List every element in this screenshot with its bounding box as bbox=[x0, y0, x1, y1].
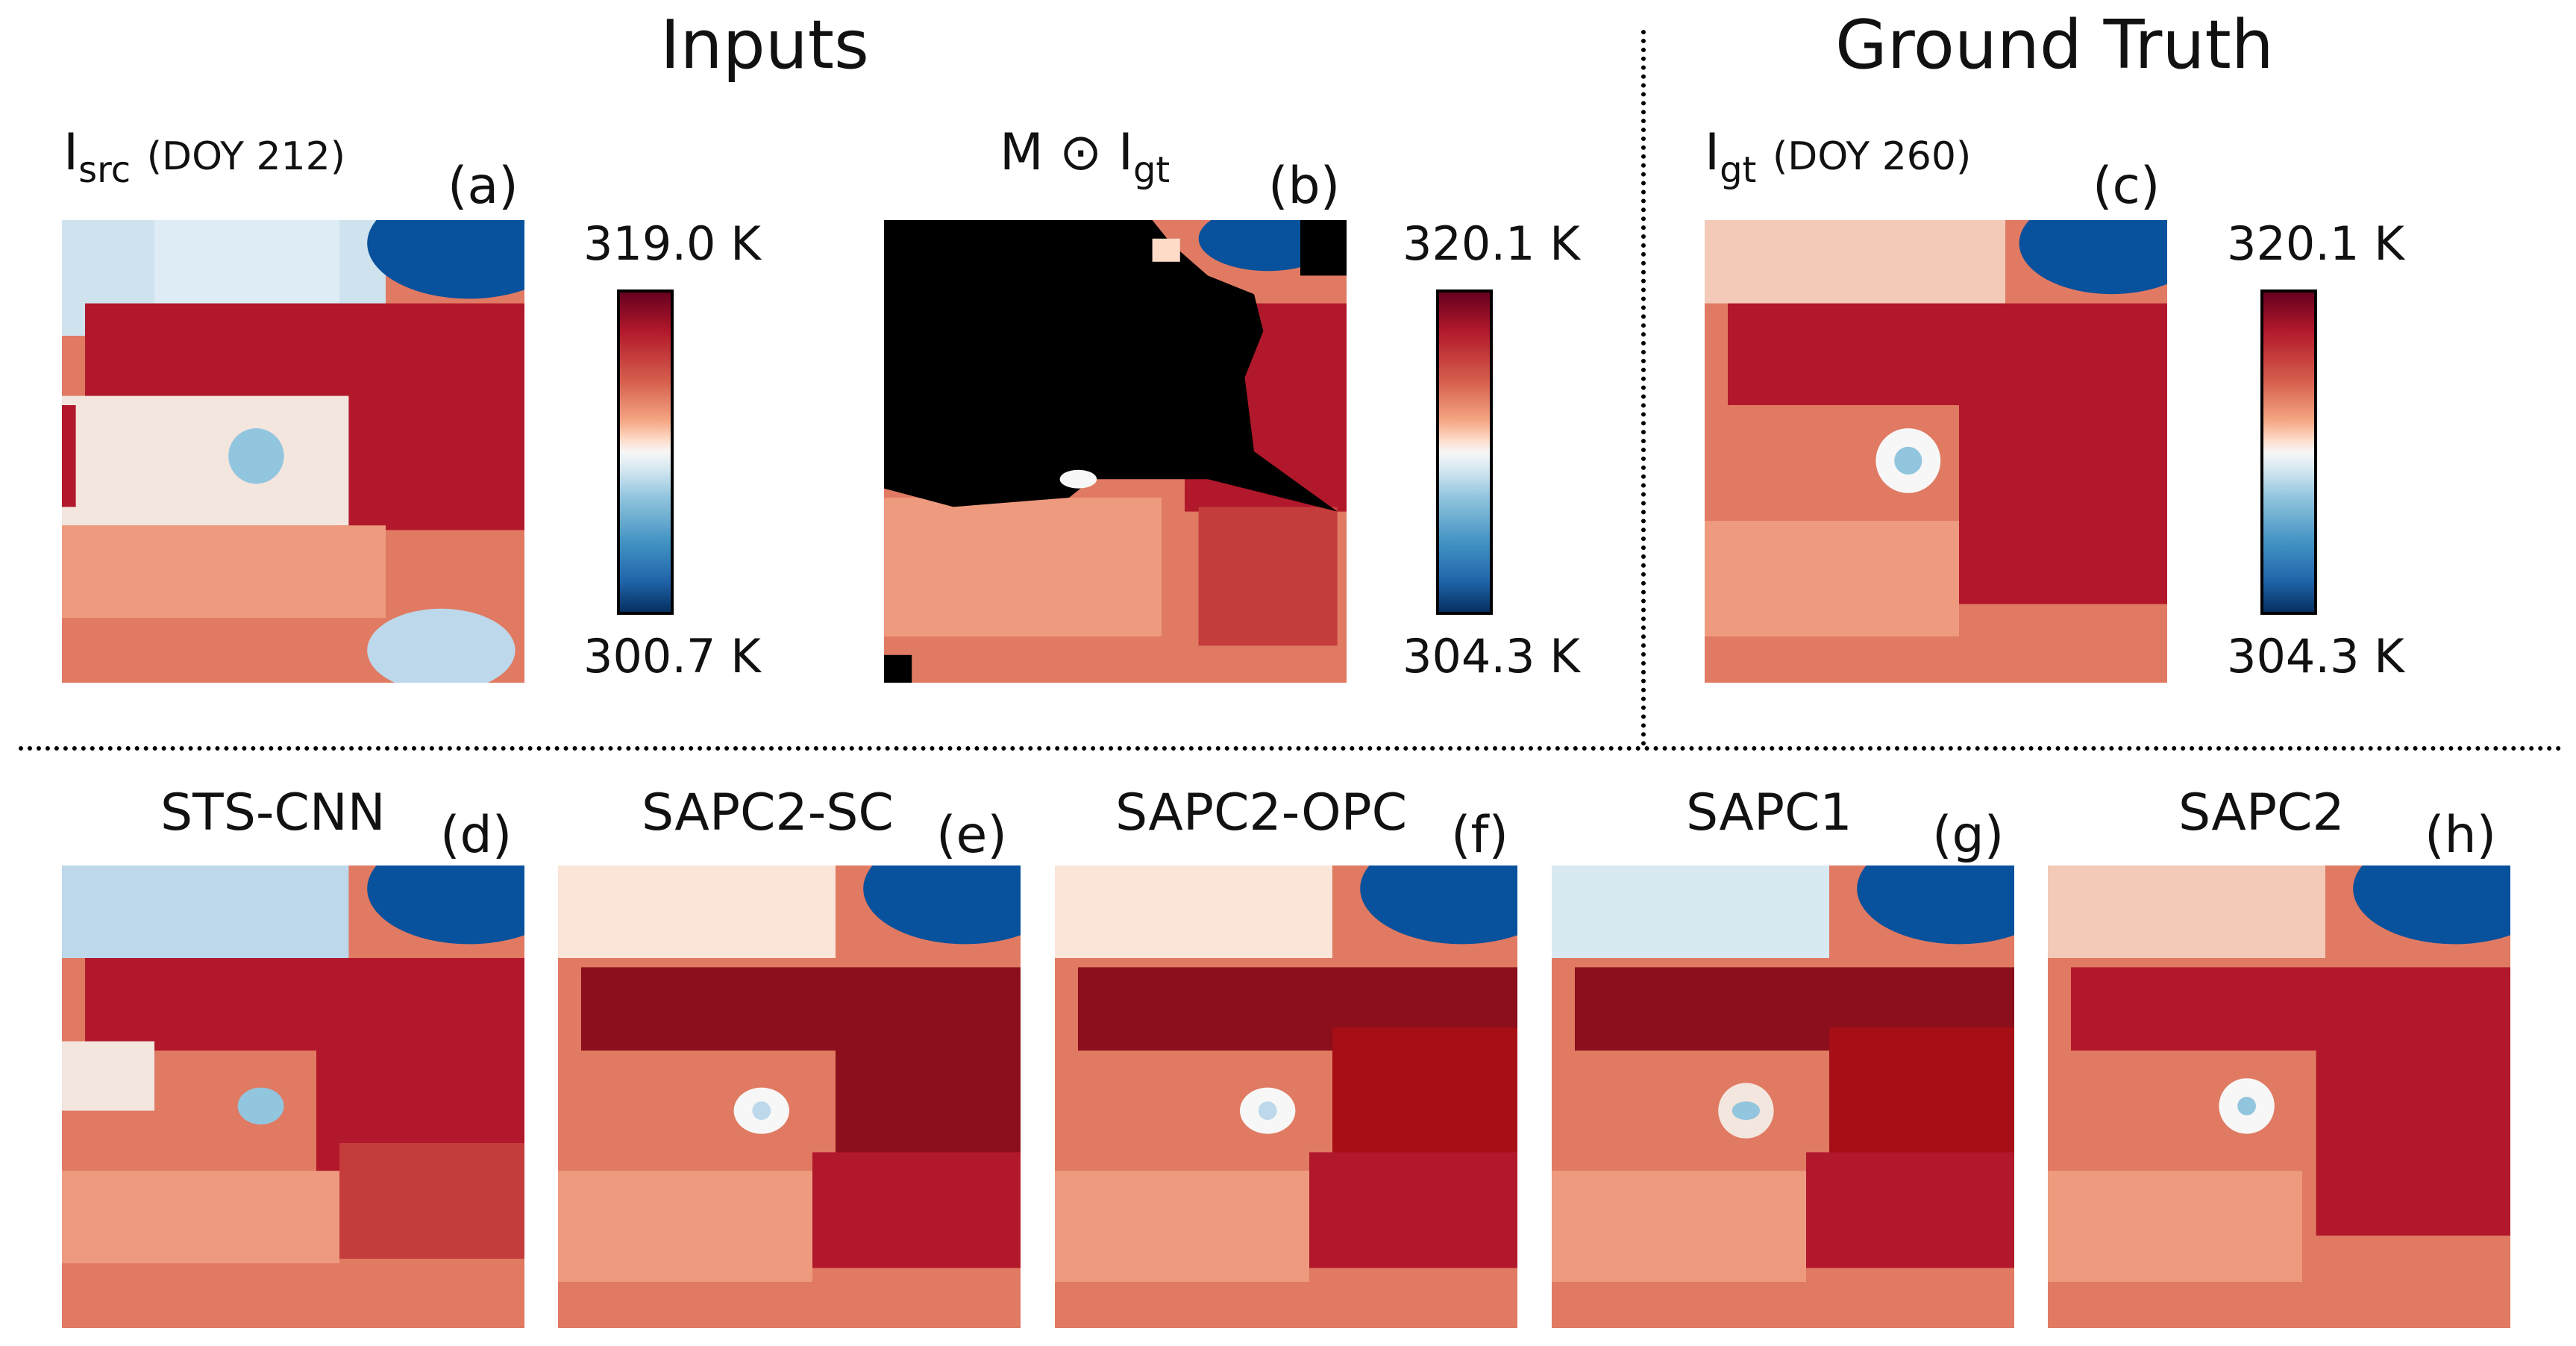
inputs-heading: Inputs bbox=[660, 6, 869, 84]
colorbar-b-min: 304.3 K bbox=[1403, 629, 1580, 683]
panel-c-heatmap bbox=[1705, 220, 2167, 683]
panel-a-heatmap bbox=[62, 220, 524, 683]
panel-c-letter: (c) bbox=[2093, 157, 2160, 216]
panel-a-letter: (a) bbox=[448, 157, 518, 216]
result-f-heatmap bbox=[1055, 865, 1517, 1328]
result-e-letter: (e) bbox=[936, 806, 1007, 865]
colorbar-a-min: 300.7 K bbox=[583, 629, 761, 683]
colorbar-b bbox=[1436, 289, 1493, 615]
horizontal-separator bbox=[19, 746, 2563, 751]
colorbar-c bbox=[2260, 289, 2317, 615]
result-g-letter: (g) bbox=[1932, 806, 2005, 865]
result-h-letter: (h) bbox=[2425, 806, 2497, 865]
result-f-method: SAPC2-OPC bbox=[1115, 783, 1408, 842]
panel-b-title: M ⊙ Igt bbox=[1000, 123, 1171, 191]
result-d-letter: (d) bbox=[440, 806, 513, 865]
colorbar-a bbox=[617, 289, 674, 615]
result-h-heatmap bbox=[2048, 865, 2510, 1328]
result-g-heatmap bbox=[1552, 865, 2014, 1328]
colorbar-a-max: 319.0 K bbox=[583, 216, 761, 271]
panel-b-heatmap bbox=[884, 220, 1347, 683]
result-h-method: SAPC2 bbox=[2178, 783, 2345, 842]
colorbar-b-max: 320.1 K bbox=[1403, 216, 1580, 271]
panel-a-title: Isrc (DOY 212) bbox=[63, 123, 346, 191]
result-d-method: STS-CNN bbox=[160, 783, 386, 842]
ground-truth-heading: Ground Truth bbox=[1835, 6, 2274, 84]
result-e-heatmap bbox=[558, 865, 1021, 1328]
colorbar-c-max: 320.1 K bbox=[2227, 216, 2404, 271]
colorbar-c-min: 304.3 K bbox=[2227, 629, 2404, 683]
result-d-heatmap bbox=[62, 865, 524, 1328]
result-e-method: SAPC2-SC bbox=[642, 783, 894, 842]
result-f-letter: (f) bbox=[1451, 806, 1508, 865]
panel-b-letter: (b) bbox=[1268, 157, 1341, 216]
panel-c-title: Igt (DOY 260) bbox=[1705, 123, 1972, 191]
result-g-method: SAPC1 bbox=[1686, 783, 1852, 842]
vertical-separator bbox=[1641, 30, 1646, 746]
